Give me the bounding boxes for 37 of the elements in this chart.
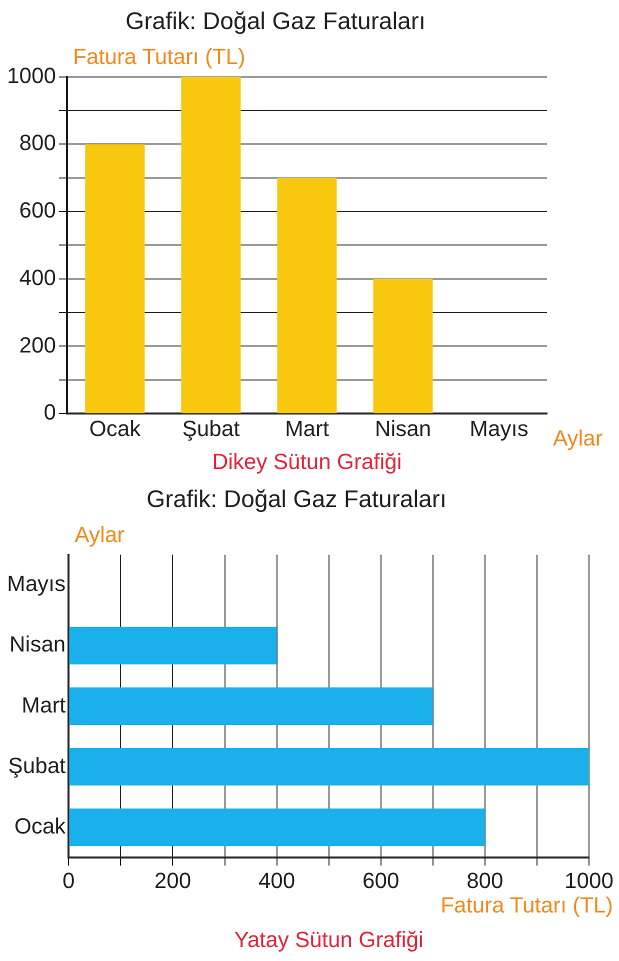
x-axis-title: Aylar [553, 426, 603, 451]
bar [69, 687, 433, 725]
text: Yatay Sütun Grafiği [234, 927, 424, 952]
x-tick-label: Ocak [89, 416, 142, 441]
y-tick-label: 200 [19, 332, 56, 358]
y-tick-label: 0 [44, 400, 56, 425]
x-tick-label: 400 [258, 868, 296, 893]
x-tick-label: Nisan [374, 416, 432, 441]
y-tick-label: 1000 [6, 62, 56, 88]
x-tick-label: Şubat [182, 416, 240, 441]
chart-title: Grafik: Doğal Gaz Faturaları [125, 8, 426, 36]
y-tick-label: Şubat [8, 752, 66, 778]
text: Dikey Sütun Grafiği [212, 449, 402, 474]
bar [69, 748, 589, 786]
x-axis-title: Fatura Tutarı (TL) [440, 892, 613, 918]
x-tick-label: 800 [466, 868, 504, 893]
y-tick-label: Ocak [14, 813, 67, 838]
bar [181, 76, 241, 414]
bar [85, 144, 145, 414]
y-tick-label: 600 [19, 198, 56, 223]
x-tick-label: 200 [154, 868, 192, 893]
x-tick-label: 1000 [564, 868, 614, 893]
y-axis-title: Fatura Tutarı (TL) [72, 44, 246, 69]
x-tick-label: 600 [362, 868, 400, 893]
bar [373, 278, 433, 414]
bar [69, 808, 485, 846]
y-tick-label: Mart [22, 692, 66, 718]
y-tick-label: 800 [19, 130, 56, 156]
bar [277, 178, 337, 414]
x-tick-label: Mayıs [470, 416, 528, 441]
y-tick-label: 400 [19, 264, 56, 290]
bar [69, 626, 277, 664]
y-tick-label: Nisan [9, 632, 66, 657]
y-axis-title: Aylar [74, 522, 124, 547]
y-tick-label: Mayıs [6, 571, 66, 596]
chart-title: Grafik: Doğal Gaz Faturaları [146, 486, 447, 514]
x-tick-label: Mart [284, 416, 329, 441]
